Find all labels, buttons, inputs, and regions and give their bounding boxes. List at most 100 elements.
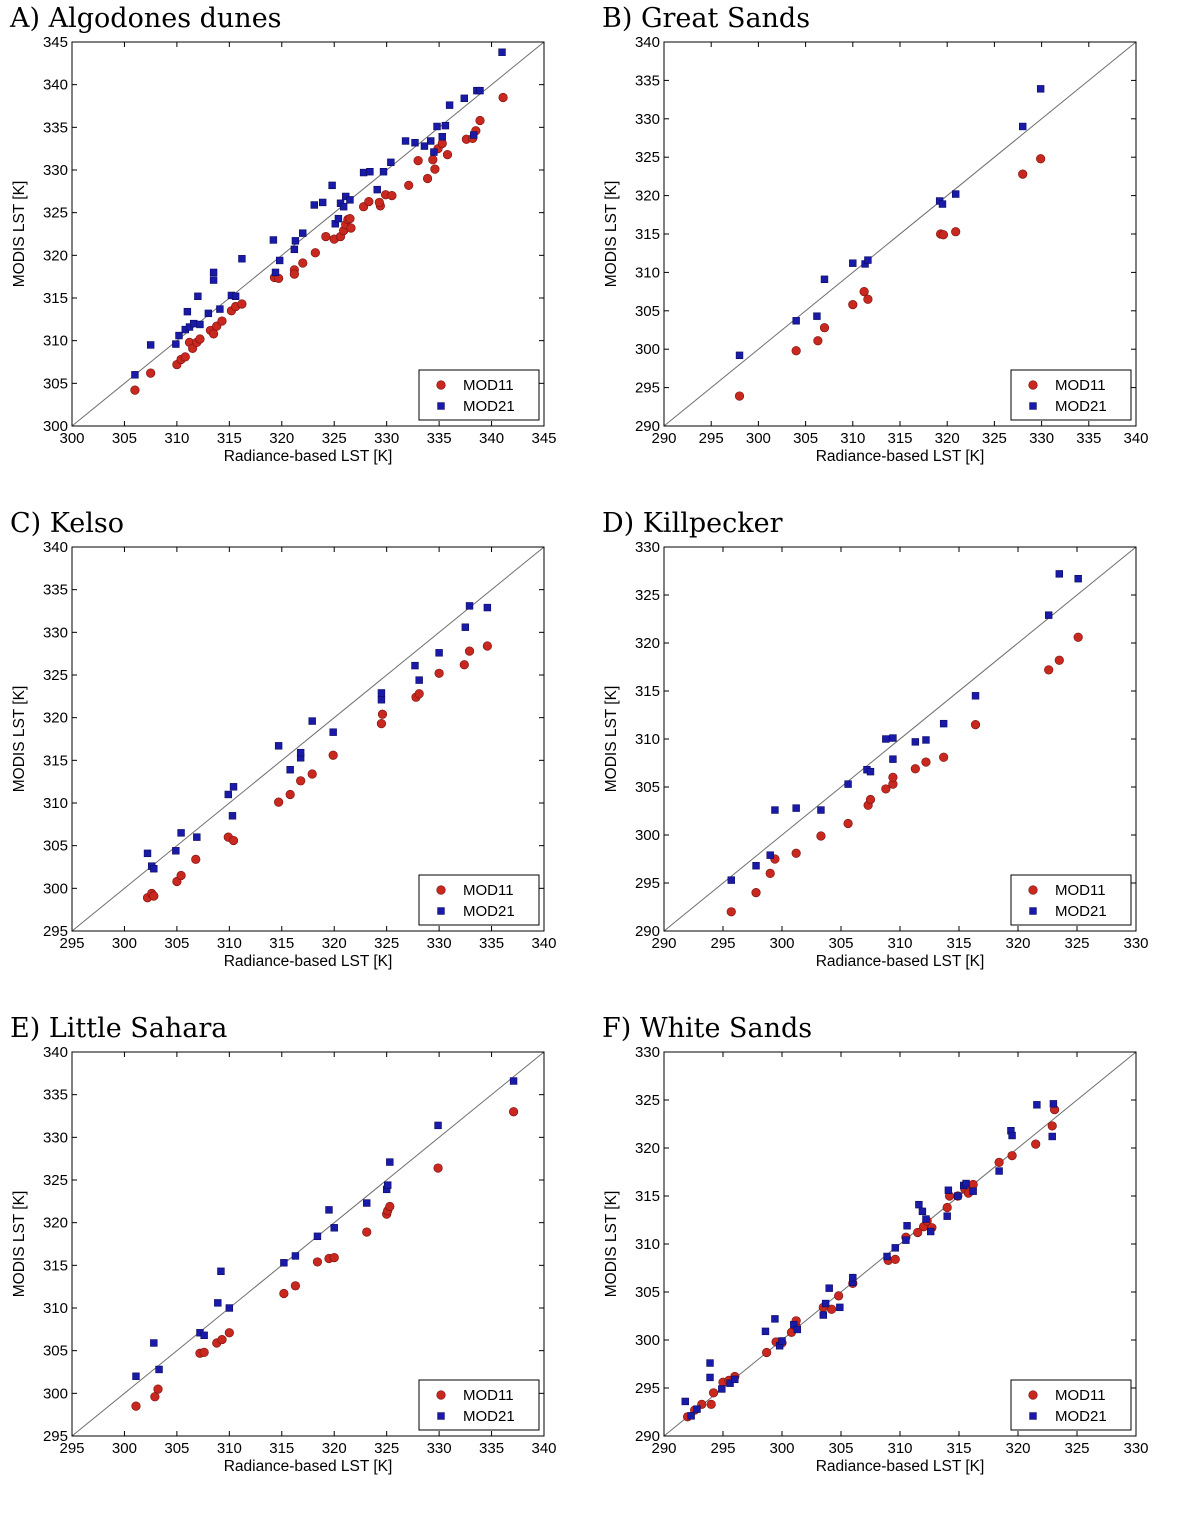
panel-algodones-dunes: A) Algodones dunes 300 305 310 315 320 325 330… (0, 0, 592, 505)
y-tick-label: 295 (635, 1380, 660, 1397)
legend-label-mod21: MOD21 (1055, 398, 1107, 415)
data-point-mod21 (1044, 611, 1053, 619)
data-point-mod11 (146, 368, 156, 378)
y-axis: 295 300 305 310 315 320 325 330 335 340 (43, 539, 544, 940)
data-point-mod21 (752, 862, 760, 870)
data-point-mod21 (387, 158, 395, 167)
data-point-mod21 (470, 131, 478, 139)
data-point-mod21 (214, 1299, 222, 1307)
data-point-mod11 (237, 299, 247, 309)
data-point-mod11 (888, 772, 898, 783)
panel-title: F) White Sands (602, 1013, 813, 1044)
data-point-mod21 (146, 341, 155, 349)
data-point-mod11 (939, 752, 949, 762)
data-point-mod21 (435, 649, 443, 657)
y-tick-label: 290 (635, 418, 660, 435)
data-point-mod11 (734, 391, 745, 401)
series-mod21 (143, 602, 492, 873)
x-axis: 300 305 310 315 320 325 330 335 340 345 (59, 42, 557, 447)
data-point-mod11 (298, 258, 308, 268)
series-mod21 (132, 1077, 518, 1380)
data-point-mod11 (819, 323, 830, 333)
x-axis: 290 295 300 305 310 315 320 325 330 (651, 547, 1149, 952)
data-point-mod21 (196, 320, 204, 329)
y-tick-label: 300 (635, 827, 660, 844)
data-point-mod21 (175, 331, 183, 340)
data-point-mod21 (286, 766, 294, 774)
x-axis-label: Radiance-based LST [K] (816, 448, 985, 465)
series-mod21 (727, 570, 1082, 884)
one-to-one-line (663, 41, 1137, 427)
data-point-mod11 (464, 646, 475, 656)
x-tick-label: 320 (322, 1440, 347, 1457)
x-axis-label: Radiance-based LST [K] (224, 448, 393, 465)
data-point-mod21 (849, 259, 857, 267)
series-mod11 (142, 641, 492, 903)
x-tick-label: 310 (217, 1440, 242, 1457)
y-tick-label: 310 (43, 333, 68, 350)
data-point-mod11 (385, 1201, 395, 1212)
data-point-mod11 (131, 1401, 141, 1411)
x-tick-label: 300 (769, 935, 794, 952)
x-tick-label: 300 (112, 935, 137, 952)
data-point-mod11 (428, 155, 438, 165)
data-point-mod21 (718, 1385, 726, 1393)
series-mod21 (131, 48, 506, 379)
y-tick-label: 335 (43, 1087, 68, 1104)
plot-frame (71, 546, 545, 932)
data-point-mod21 (363, 1199, 371, 1207)
data-point-mod21 (204, 309, 213, 318)
y-tick-label: 330 (635, 1044, 660, 1061)
data-point-mod11 (217, 1334, 227, 1345)
data-point-mod21 (291, 237, 300, 245)
y-axis-label: MODIS LST [K] (603, 1191, 620, 1298)
legend-box (418, 874, 540, 926)
data-point-mod11 (1018, 169, 1028, 179)
x-tick-label: 295 (710, 935, 735, 952)
x-tick-label: 305 (828, 1440, 853, 1457)
x-axis-label: Radiance-based LST [K] (224, 953, 393, 970)
data-point-mod21 (325, 1206, 333, 1214)
series-mod11 (131, 1107, 519, 1411)
y-tick-label: 305 (635, 303, 660, 320)
data-point-mod21 (445, 101, 454, 109)
data-point-mod11 (791, 848, 801, 858)
data-point-mod21 (177, 829, 185, 837)
data-point-mod21 (172, 847, 180, 855)
x-tick-label: 295 (710, 1440, 735, 1457)
data-point-mod11 (422, 173, 433, 184)
data-point-mod21 (386, 1158, 394, 1166)
data-point-mod21 (864, 256, 872, 264)
y-tick-label: 300 (43, 418, 68, 435)
data-point-mod21 (329, 728, 337, 736)
legend-label-mod21: MOD21 (463, 398, 515, 415)
data-point-mod11 (848, 300, 858, 310)
panel-title: A) Algodones dunes (10, 3, 282, 34)
one-to-one-line (71, 1051, 545, 1437)
legend-marker-mod21 (1029, 402, 1037, 410)
x-tick-label: 305 (164, 1440, 189, 1457)
y-tick-label: 295 (635, 875, 660, 892)
data-point-mod21 (379, 168, 388, 176)
data-point-mod21 (420, 142, 429, 150)
data-point-mod21 (866, 767, 875, 776)
data-point-mod11 (437, 138, 447, 149)
data-point-mod11 (843, 818, 853, 829)
data-point-mod21 (299, 229, 307, 237)
data-point-mod21 (217, 1267, 225, 1276)
y-axis: 290 295 300 305 310 315 320 325 330 (635, 539, 1136, 940)
data-point-mod11 (921, 757, 931, 767)
x-tick-label: 330 (1123, 935, 1148, 952)
series-mod21 (681, 1100, 1058, 1420)
data-point-mod21 (132, 1372, 140, 1380)
data-point-mod21 (150, 865, 158, 873)
data-point-mod21 (820, 275, 829, 284)
data-point-mod11 (1036, 154, 1046, 164)
data-point-mod21 (726, 1379, 734, 1387)
legend-box (1010, 874, 1132, 926)
data-point-mod11 (765, 868, 775, 879)
y-tick-label: 340 (635, 34, 660, 51)
panel-killpecker: D) Killpecker 290 295 300 305 310 315 320 325 33… (592, 505, 1184, 1010)
data-point-mod11 (1047, 1121, 1057, 1131)
x-axis: 295 300 305 310 315 320 325 330 335 340 (59, 547, 557, 952)
